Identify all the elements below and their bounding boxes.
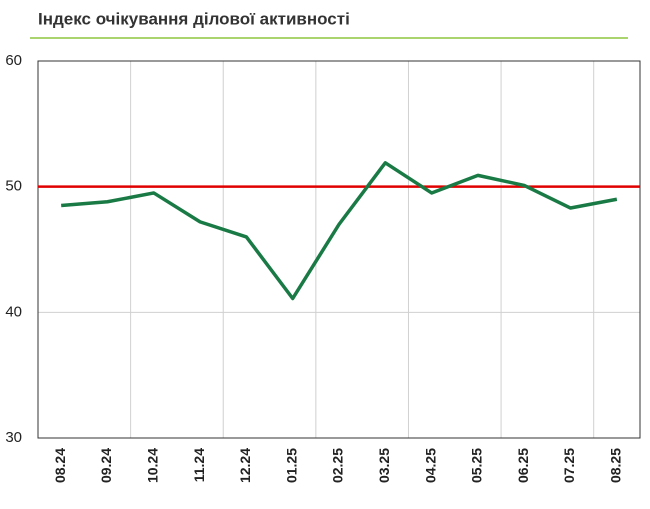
y-tick-label: 40 <box>5 303 22 320</box>
plot-frame <box>37 60 641 439</box>
chart-title: Індекс очікування ділової активності <box>38 9 350 28</box>
x-tick-label: 09.24 <box>98 448 114 483</box>
x-tick-label: 01.25 <box>283 448 299 483</box>
line-series <box>61 161 618 301</box>
x-tick-label: 08.24 <box>52 448 68 483</box>
x-tick-label: 06.25 <box>515 448 531 483</box>
x-tick-label: 02.25 <box>330 448 346 483</box>
y-tick-label: 50 <box>5 178 22 195</box>
x-tick-label: 10.24 <box>144 448 160 483</box>
x-tick-label: 04.25 <box>422 448 438 483</box>
x-tick-label: 12.24 <box>237 448 253 483</box>
x-tick-label: 11.24 <box>191 448 207 482</box>
x-tick-label: 07.25 <box>561 448 577 483</box>
y-tick-label: 30 <box>5 429 22 446</box>
y-tick-label: 60 <box>5 52 22 69</box>
x-tick-label: 08.25 <box>608 448 624 483</box>
x-tick-label: 03.25 <box>376 448 392 483</box>
x-tick-label: 05.25 <box>469 448 485 483</box>
